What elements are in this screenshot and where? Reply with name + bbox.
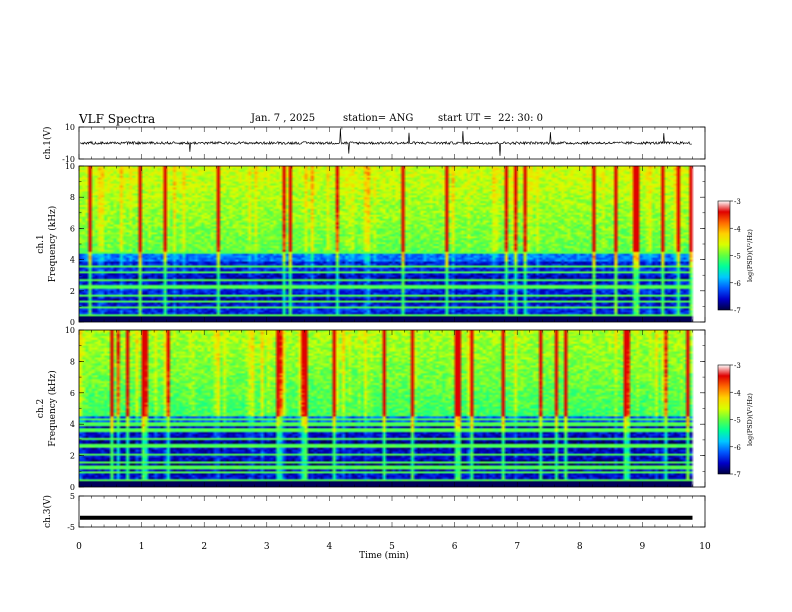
y-tick-label: 2 (70, 452, 75, 461)
ch2-spectrogram-image (79, 330, 705, 487)
ch1-spectrogram-image (79, 166, 705, 322)
y-tick-label: 10 (65, 326, 75, 335)
ch2-colorbar-tick-label: -7 (734, 471, 741, 479)
ch2-colorbar-label: log(PSD)(V²/Hz) (746, 393, 754, 446)
ch2-ylabel: Frequency (kHz) (47, 206, 58, 283)
x-tick-label: 6 (452, 542, 458, 552)
x-tick-label: 8 (577, 542, 583, 552)
date-label: Jan. 7 , 2025 (251, 113, 316, 124)
y-tick-label: 4 (70, 256, 75, 265)
x-tick-label: 2 (201, 542, 207, 552)
spectrogram-images (79, 166, 705, 487)
ch1-colorbar-tick-label: -3 (734, 198, 741, 206)
waveform-traces (79, 128, 693, 520)
panel-frames (78, 126, 733, 528)
figure-title: VLF Spectra (79, 112, 156, 126)
ch2-ylabel: ch.1 (36, 234, 46, 253)
y-tick-label: 10 (65, 123, 75, 132)
x-tick-label: 4 (327, 542, 333, 552)
ch1-colorbar (717, 200, 731, 311)
station-label: station= ANG (343, 113, 414, 124)
axis-labels: -3 -4 -5 -6 -7 log(PSD)(V²/Hz) -3 -4 -5 -6 -7 log(P… (36, 123, 754, 561)
y-tick-label: 6 (70, 224, 75, 233)
ch3-ylabel: ch.2 (36, 399, 46, 418)
ch1-colorbar-tick-label: -6 (734, 280, 741, 288)
y-tick-label: 8 (70, 357, 75, 366)
ch2-colorbar (717, 364, 731, 475)
x-tick-label: 0 (76, 542, 82, 552)
x-tick-label: 10 (699, 542, 711, 552)
y-tick-label: 0 (70, 483, 75, 492)
ch1-colorbar-tick-label: -5 (734, 253, 741, 261)
y-tick-label: 6 (70, 389, 75, 398)
ch2-colorbar-tick-label: -4 (734, 389, 741, 397)
y-tick-label: 10 (65, 162, 75, 171)
y-tick-label: 2 (70, 287, 75, 296)
ch1-colorbar-tick-label: -4 (734, 225, 741, 233)
ch3-ylabel: Frequency (kHz) (47, 370, 58, 447)
y-tick-label: 0 (70, 318, 75, 327)
x-axis-label: Time (min) (359, 550, 409, 561)
ch2-colorbar-tick-label: -3 (734, 362, 741, 370)
ch1-colorbar-tick-label: -7 (734, 307, 741, 315)
y-tick-label: 5 (70, 492, 75, 501)
y-tick-label: -10 (62, 155, 75, 164)
x-tick-label: 3 (264, 542, 270, 552)
start-time-label: start UT = 22: 30: 0 (438, 113, 544, 124)
y-tick-label: 8 (70, 193, 75, 202)
y-tick-label: 4 (70, 420, 75, 429)
ch1-colorbar-label: log(PSD)(V²/Hz) (746, 229, 754, 282)
x-tick-label: 9 (640, 542, 646, 552)
ch1-waveform-trace (79, 128, 692, 156)
x-tick-label: 5 (389, 542, 395, 552)
ch2-colorbar-tick-label: -5 (734, 417, 741, 425)
ch2-colorbar-tick-label: -6 (734, 444, 741, 452)
ch4-ylabel: ch.3(V) (42, 495, 53, 528)
ch1-ylabel: ch.1(V) (42, 127, 53, 160)
x-tick-label: 1 (139, 542, 145, 552)
x-tick-label: 7 (514, 542, 520, 552)
y-tick-label: -5 (67, 523, 75, 532)
